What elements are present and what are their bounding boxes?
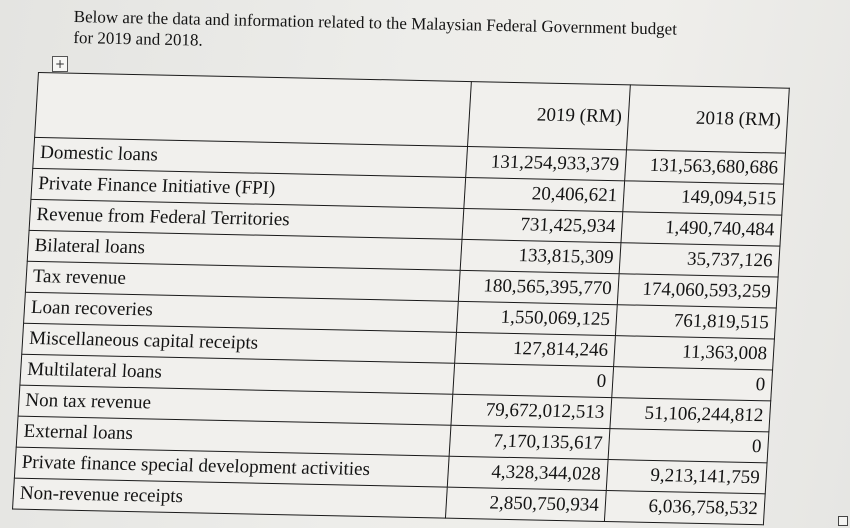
value-2019: 2,850,750,934 bbox=[445, 487, 607, 522]
header-2019: 2019 (RM) bbox=[467, 81, 631, 150]
value-2018: 9,213,141,759 bbox=[606, 459, 768, 494]
value-2018: 0 bbox=[611, 366, 773, 401]
value-2019: 79,672,012,513 bbox=[450, 394, 612, 429]
value-2018: 761,819,515 bbox=[615, 304, 777, 339]
value-2018: 1,490,740,484 bbox=[620, 211, 782, 247]
value-2018: 149,094,515 bbox=[622, 180, 784, 216]
value-2019: 7,170,135,617 bbox=[449, 425, 610, 460]
value-2018: 6,036,758,532 bbox=[604, 490, 766, 525]
intro-text: Below are the data and information relat… bbox=[73, 6, 814, 63]
value-2019: 133,815,309 bbox=[460, 239, 621, 274]
value-2018: 0 bbox=[608, 428, 769, 463]
value-2019: 20,406,621 bbox=[463, 177, 625, 212]
value-2019: 1,550,069,125 bbox=[456, 301, 618, 336]
value-2018: 35,737,126 bbox=[619, 242, 780, 278]
value-2018: 131,563,680,686 bbox=[624, 149, 786, 185]
value-2019: 731,425,934 bbox=[461, 208, 623, 243]
header-2018: 2018 (RM) bbox=[626, 84, 790, 154]
value-2019: 0 bbox=[452, 363, 614, 398]
value-2019: 131,254,933,379 bbox=[465, 146, 627, 181]
header-empty-cell bbox=[34, 72, 472, 147]
value-2019: 4,328,344,028 bbox=[447, 456, 609, 491]
value-2018: 11,363,008 bbox=[613, 335, 775, 370]
table-resize-handle-icon[interactable] bbox=[838, 516, 848, 526]
value-2018: 51,106,244,812 bbox=[609, 397, 771, 432]
value-2018: 174,060,593,259 bbox=[617, 273, 779, 309]
value-2019: 127,814,246 bbox=[454, 332, 616, 367]
table-move-handle-icon[interactable]: + bbox=[52, 56, 68, 72]
budget-table-container: 2019 (RM) 2018 (RM) Domestic loans 131,2… bbox=[12, 72, 790, 526]
budget-table: 2019 (RM) 2018 (RM) Domestic loans 131,2… bbox=[12, 72, 790, 526]
value-2019: 180,565,395,770 bbox=[458, 270, 620, 305]
